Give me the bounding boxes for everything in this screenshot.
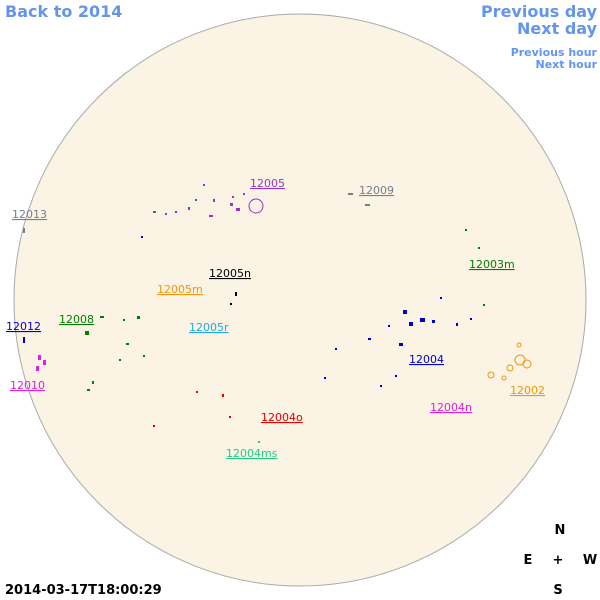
previous-day-link[interactable]: Previous day	[481, 2, 598, 21]
region-link[interactable]: 12003m	[469, 258, 515, 271]
spot-group	[36, 355, 46, 371]
compass-center: +	[553, 553, 564, 568]
region-link[interactable]: 12013	[12, 208, 47, 221]
sunspots	[23, 184, 532, 443]
spot	[248, 198, 264, 214]
region-link[interactable]: 12005n	[209, 267, 251, 280]
region-link[interactable]: 12004	[409, 353, 444, 366]
previous-hour-link[interactable]: Previous hour	[511, 46, 598, 59]
spot	[258, 441, 260, 443]
timestamp: 2014-03-17T18:00:29	[5, 583, 162, 598]
region-link[interactable]: 12009	[359, 184, 394, 197]
next-day-link[interactable]: Next day	[517, 19, 598, 38]
region-link[interactable]: 12008	[59, 313, 94, 326]
region-link[interactable]: 12004o	[261, 411, 303, 424]
region-link[interactable]: 12005r	[189, 321, 229, 334]
compass-east: E	[524, 553, 533, 568]
region-link[interactable]: 12005m	[157, 283, 203, 296]
solar-disk	[13, 13, 587, 587]
region-link[interactable]: 12010	[10, 379, 45, 392]
compass: N E + W S	[524, 523, 598, 598]
region-link[interactable]: 12002	[510, 384, 545, 397]
region-link[interactable]: 12012	[6, 320, 41, 333]
spot-group	[85, 229, 485, 391]
region-link[interactable]: 12004n	[430, 401, 472, 414]
compass-south: S	[553, 583, 562, 598]
region-link[interactable]: 12004ms	[226, 447, 278, 460]
spot-group	[230, 292, 237, 305]
compass-north: N	[555, 523, 566, 538]
region-link[interactable]: 12005	[250, 177, 285, 190]
spot-group	[487, 342, 532, 381]
region-labels: 12005 12009 12013 12003m 12005n 12005m 1…	[6, 177, 545, 460]
back-link[interactable]: Back to 2014	[5, 2, 122, 21]
compass-west: W	[583, 553, 597, 568]
spot-group	[23, 236, 472, 387]
spot-group	[153, 391, 231, 427]
spot-group	[23, 193, 370, 233]
spot-group	[153, 184, 245, 217]
next-hour-link[interactable]: Next hour	[536, 58, 598, 71]
